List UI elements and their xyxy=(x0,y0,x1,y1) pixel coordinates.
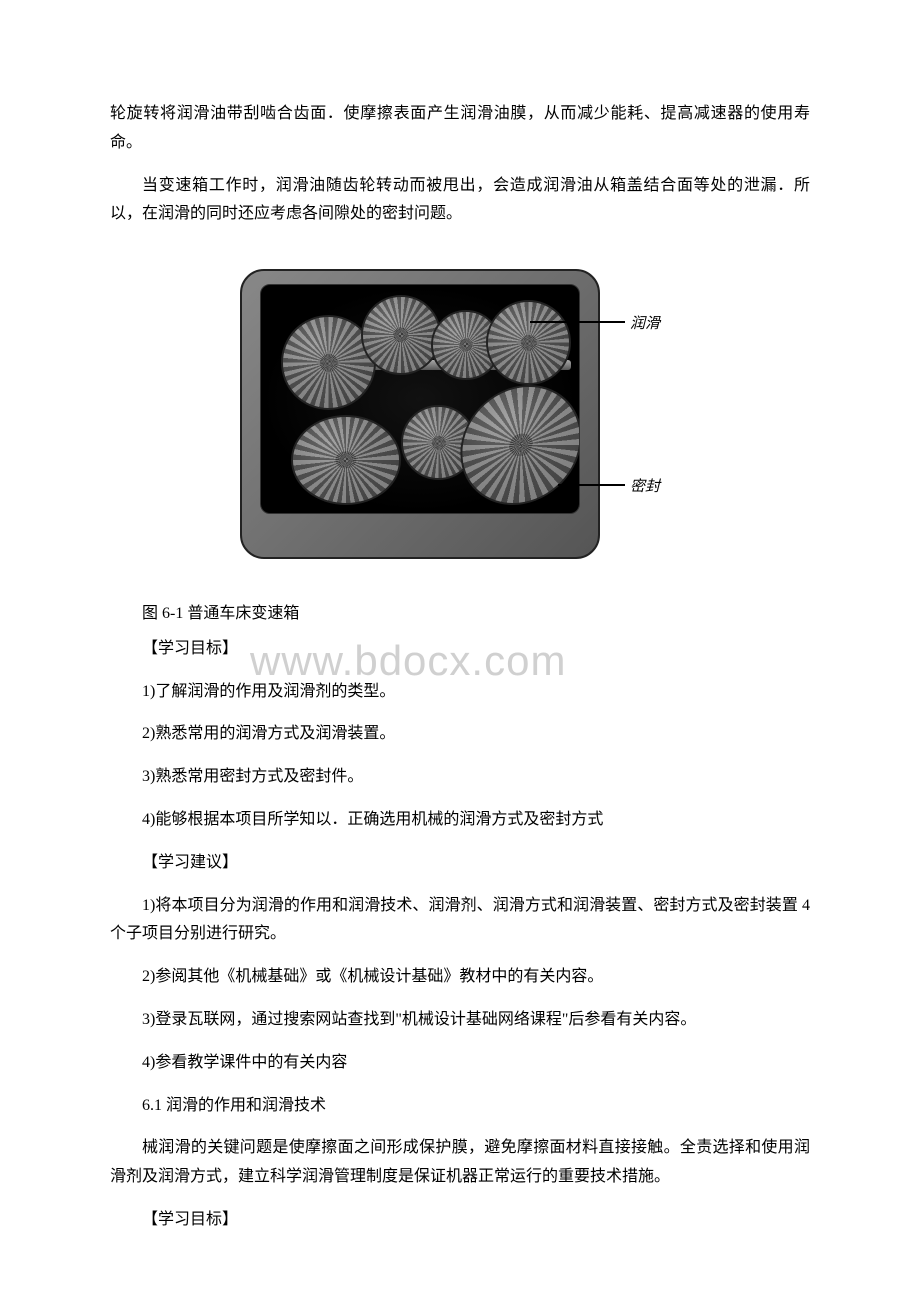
callout-line-seal xyxy=(558,484,625,486)
suggestion-4: 4)参看教学课件中的有关内容 xyxy=(110,1049,810,1078)
suggestion-3: 3)登录瓦联网，通过搜索网站查找到"机械设计基础网络课程"后参看有关内容。 xyxy=(110,1006,810,1035)
learning-objectives-heading-wrap: www.bdocx.com 【学习目标】 xyxy=(110,635,810,664)
gearbox-cavity xyxy=(260,284,580,514)
learning-suggestions-heading: 【学习建议】 xyxy=(110,849,810,878)
callout-label-lubrication: 润滑 xyxy=(630,311,660,338)
section-6-1-body: 械润滑的关键问题是使摩擦面之间形成保护膜，避免摩擦面材料直接接触。全责选择和使用… xyxy=(110,1134,810,1192)
gearbox-illustration: 润滑 密封 xyxy=(240,259,680,569)
figure-6-1: 润滑 密封 xyxy=(110,259,810,580)
suggestion-1: 1)将本项目分为润滑的作用和润滑技术、润滑剂、润滑方式和润滑装置、密封方式及密封… xyxy=(110,892,810,950)
learning-objectives-heading-2: 【学习目标】 xyxy=(110,1206,810,1235)
callout-label-seal: 密封 xyxy=(630,474,660,501)
suggestion-2: 2)参阅其他《机械基础》或《机械设计基础》教材中的有关内容。 xyxy=(110,963,810,992)
objective-3: 3)熟悉常用密封方式及密封件。 xyxy=(110,763,810,792)
section-6-1-title: 6.1 润滑的作用和润滑技术 xyxy=(110,1092,810,1121)
gear-2 xyxy=(361,295,441,375)
paragraph-continuation: 轮旋转将润滑油带刮啮合齿面．使摩擦表面产生润滑油膜，从而减少能耗、提高减速器的使… xyxy=(110,100,810,158)
objective-4: 4)能够根据本项目所学知以．正确选用机械的润滑方式及密封方式 xyxy=(110,806,810,835)
gear-5 xyxy=(291,415,401,505)
paragraph-2: 当变速箱工作时，润滑油随齿轮转动而被甩出，会造成润滑油从箱盖结合面等处的泄漏．所… xyxy=(110,172,810,230)
learning-objectives-heading: 【学习目标】 xyxy=(110,635,810,664)
callout-line-lubrication xyxy=(530,321,625,323)
gear-7 xyxy=(453,385,580,505)
gearbox-drawing xyxy=(240,259,600,569)
gear-4 xyxy=(486,300,571,385)
objective-2: 2)熟悉常用的润滑方式及润滑装置。 xyxy=(110,720,810,749)
